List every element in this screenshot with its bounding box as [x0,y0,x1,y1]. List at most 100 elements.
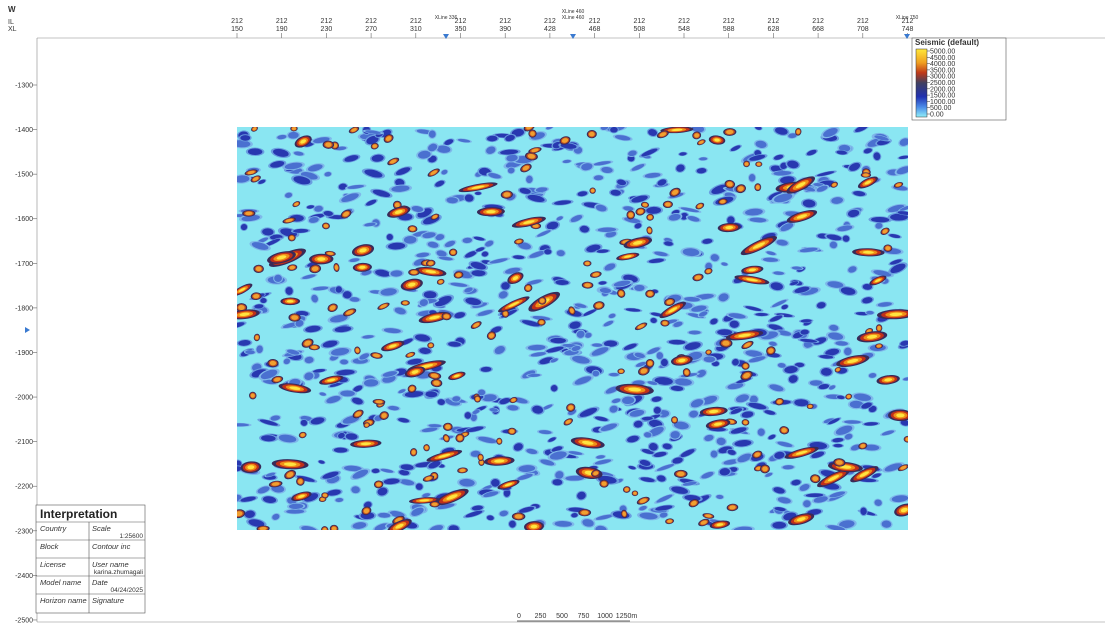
seismic-blob [780,223,794,232]
seismic-blob [508,301,520,308]
seismic-blob [419,347,431,354]
seismic-blob [343,211,350,217]
legend-entry: 3000.00 [930,74,955,81]
seismic-blob [690,500,697,506]
seismic-blob [408,282,416,287]
seismic-blob [835,460,843,465]
seismic-blob [622,511,627,517]
seismic-blob [844,420,861,424]
depth-label: -2300 [15,528,33,535]
seismic-blob [639,512,658,520]
seismic-blob [394,210,403,214]
seismic-blob [326,395,341,404]
seismic-blob [400,464,414,471]
seismic-blob [777,363,786,368]
seismic-blob [454,312,466,319]
seismic-blob [285,192,293,198]
seismic-blob [682,248,700,257]
seismic-blob [419,299,428,307]
table-value: karina.zhumagali [94,569,143,576]
seismic-blob [398,389,406,394]
legend: Seismic (default) 5000.004500.004000.003… [911,37,1007,121]
seismic-blob [644,172,661,178]
seismic-blob [425,391,438,398]
xl-tick-label: 748 [902,26,914,33]
seismic-blob [359,265,366,269]
seismic-blob [322,527,327,530]
seismic-blob [318,460,325,464]
seismic-blob [728,313,746,319]
seismic-blob [716,523,724,527]
seismic-blob [471,185,485,189]
seismic-blob [473,322,480,328]
table-field: Scale [92,524,111,533]
seismic-blob [471,270,486,277]
seismic-blob [618,290,624,296]
seismic-blob [453,374,460,378]
seismic-blob [351,128,357,132]
seismic-blob [304,372,314,381]
scale-label: 500 [556,613,568,620]
seismic-blob [718,293,729,302]
scale-label: 1000 [597,613,613,620]
xl-tick-label: 150 [231,26,243,33]
seismic-blob [608,313,616,319]
seismic-blob [870,216,890,223]
seismic-blob [653,406,661,414]
table-key: Block [40,542,60,551]
seismic-blob [525,285,531,291]
table-field: Contour inc [92,542,131,551]
seismic-blob [599,287,612,294]
seismic-blob [252,127,257,131]
seismic-blob [416,252,430,258]
seismic-blob [259,419,278,426]
seismic-blob [598,281,607,285]
seismic-blob [799,247,818,253]
scale-label: 0 [517,613,521,620]
seismic-blob [700,395,718,405]
seismic-blob [800,329,809,335]
seismic-blob [900,465,907,470]
seismic-blob [650,312,663,317]
seismic-blob [864,180,872,185]
seismic-blob [657,475,666,482]
seismic-blob [519,188,531,194]
seismic-blob [741,411,754,418]
il-tick-label: 212 [365,18,377,25]
seismic-blob [837,395,845,400]
seismic-blob [694,133,700,138]
seismic-blob [388,405,400,411]
seismic-blob [486,146,496,154]
seismic-blob [890,213,908,221]
seismic-blob [780,176,795,184]
seismic-blob [489,408,498,412]
seismic-blob [884,463,903,472]
legend-entry: 0.00 [930,112,944,119]
seismic-blob [671,189,679,195]
seismic-blob [744,342,751,348]
seismic-blob [656,352,664,360]
seismic-blob [768,348,774,354]
seismic-blob [373,353,381,358]
seismic-blob [248,519,265,527]
seismic-blob [774,507,786,512]
seismic-blob [352,522,367,529]
seismic-blob [632,240,643,245]
seismic-blob [465,297,482,306]
seismic-blob [769,341,777,347]
seismic-blob [823,127,838,138]
seismic-blob [664,241,673,246]
seismic-blob [828,332,844,340]
seismic-blob [826,234,842,241]
seismic-blob [362,335,374,339]
seismic-blob [475,396,480,401]
seismic-blob [776,399,782,404]
seismic-blob [340,390,355,397]
seismic-blob [457,435,463,441]
seismic-blob [696,168,707,174]
seismic-blob [820,367,832,376]
seismic-blob [577,191,588,197]
seismic-blob [390,270,403,277]
seismic-blob [407,353,414,357]
seismic-blob [653,451,667,458]
